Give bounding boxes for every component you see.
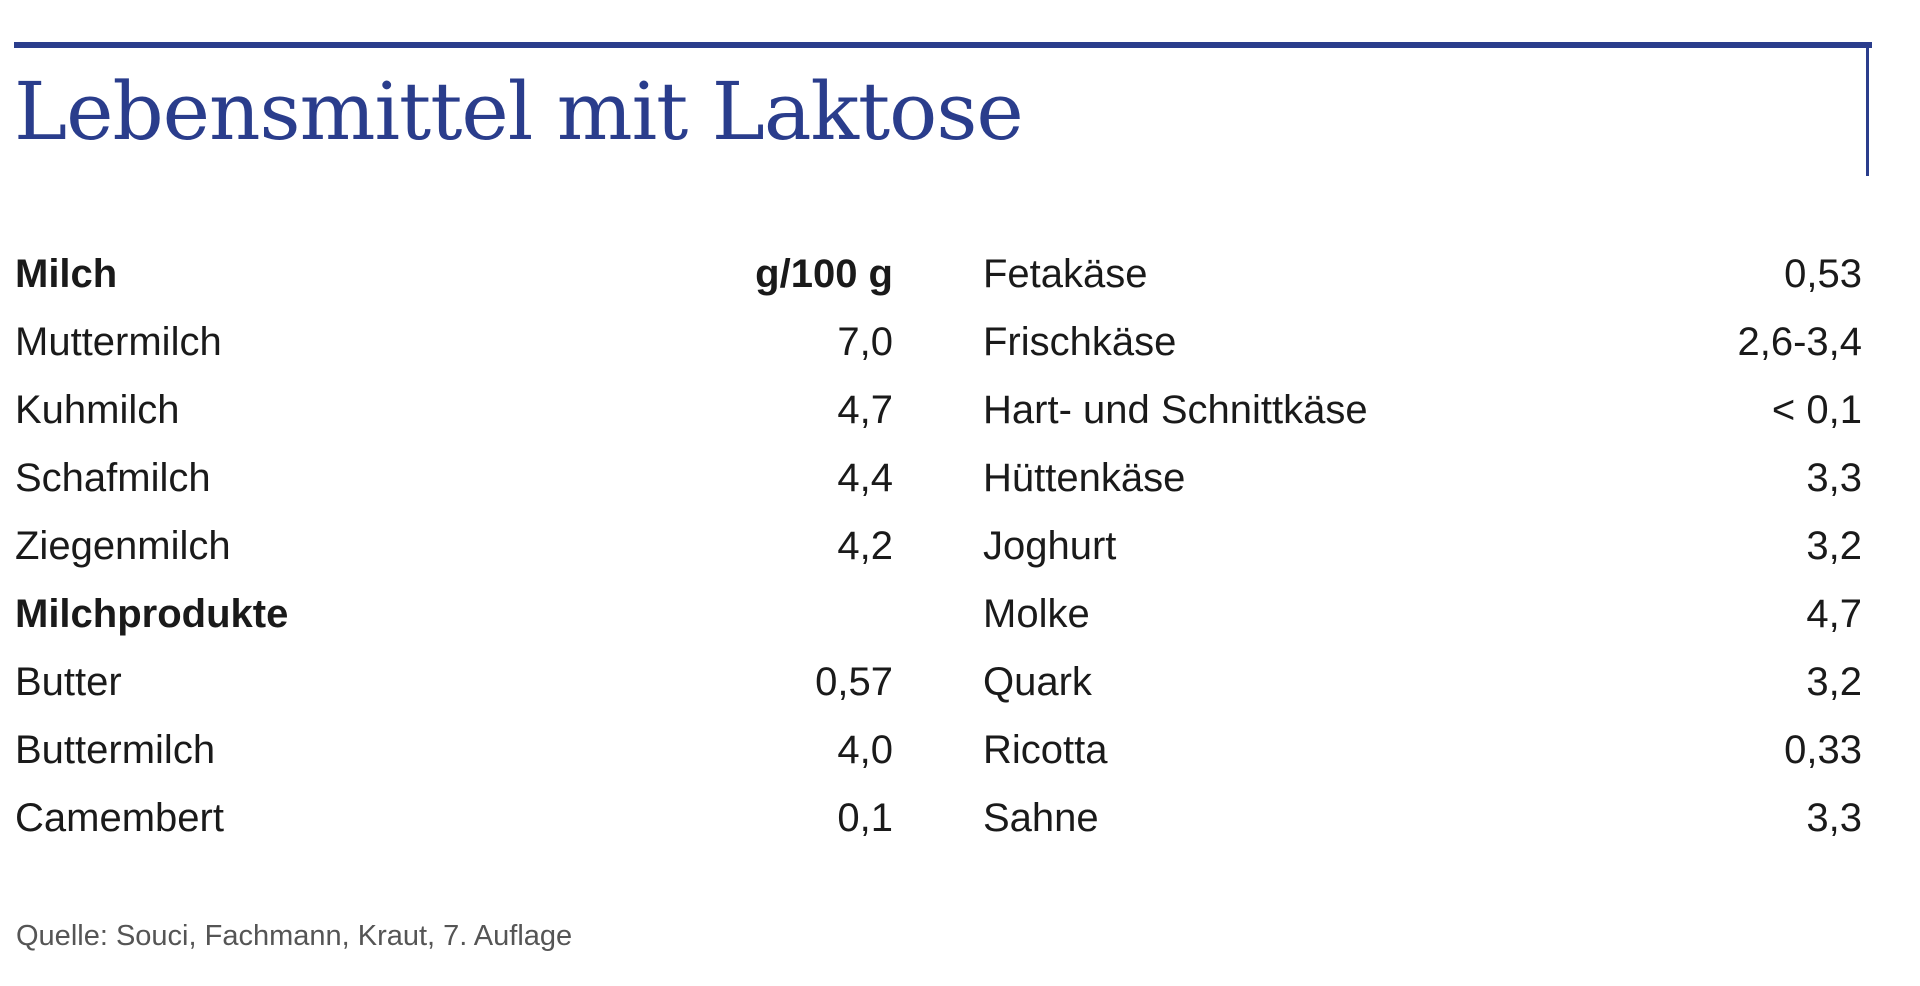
table-row: Ricotta 0,33 (983, 716, 1862, 784)
lactose-value: g/100 g (755, 252, 893, 296)
table-row: Schafmilch 4,4 (15, 444, 893, 512)
food-name: Ricotta (983, 728, 1108, 772)
right-column: Fetakäse 0,53 Frischkäse 2,6-3,4 Hart- und S… (983, 240, 1862, 852)
lactose-value: 2,6-3,4 (1737, 320, 1862, 364)
source-note: Quelle: Souci, Fachmann, Kraut, 7. Aufla… (16, 920, 573, 952)
food-name: Butter (15, 660, 122, 704)
lactose-value: 0,53 (1784, 252, 1862, 296)
lactose-value: 4,4 (837, 456, 893, 500)
table-row: Hüttenkäse 3,3 (983, 444, 1862, 512)
top-rule (14, 42, 1872, 48)
food-name: Milchprodukte (15, 592, 289, 636)
food-name: Schafmilch (15, 456, 211, 500)
food-name: Muttermilch (15, 320, 222, 364)
table-row: Ziegenmilch 4,2 (15, 512, 893, 580)
food-name: Milch (15, 252, 118, 296)
side-rule (1866, 42, 1869, 176)
lactose-value: 0,57 (815, 660, 893, 704)
lactose-value: 4,0 (837, 728, 893, 772)
food-name: Joghurt (983, 524, 1117, 568)
table-section-header: Milch g/100 g (15, 240, 893, 308)
food-name: Sahne (983, 796, 1099, 840)
table-row: Camembert 0,1 (15, 784, 893, 852)
lactose-value: 7,0 (837, 320, 893, 364)
food-name: Hart- und Schnittkäse (983, 388, 1368, 432)
food-name: Molke (983, 592, 1090, 636)
food-name: Frischkäse (983, 320, 1177, 364)
lactose-value: 4,2 (837, 524, 893, 568)
table-row: Molke 4,7 (983, 580, 1862, 648)
lactose-value: 4,7 (837, 388, 893, 432)
food-name: Kuhmilch (15, 388, 180, 432)
lactose-value: 0,1 (837, 796, 893, 840)
food-name: Buttermilch (15, 728, 216, 772)
left-column: Milch g/100 g Muttermilch 7,0 Kuhmilch 4,7 Sch… (15, 240, 893, 852)
food-name: Quark (983, 660, 1092, 704)
table-row: Muttermilch 7,0 (15, 308, 893, 376)
lactose-value: 3,2 (1806, 524, 1862, 568)
table-section-header: Milchprodukte (15, 580, 893, 648)
table-row: Buttermilch 4,0 (15, 716, 893, 784)
food-name: Camembert (15, 796, 224, 840)
table-row: Frischkäse 2,6-3,4 (983, 308, 1862, 376)
food-name: Ziegenmilch (15, 524, 231, 568)
table-row: Fetakäse 0,53 (983, 240, 1862, 308)
table-row: Joghurt 3,2 (983, 512, 1862, 580)
lactose-value: 3,3 (1806, 456, 1862, 500)
lactose-value: 4,7 (1806, 592, 1862, 636)
table-row: Kuhmilch 4,7 (15, 376, 893, 444)
table-row: Butter 0,57 (15, 648, 893, 716)
lactose-value: < 0,1 (1771, 388, 1862, 432)
table-row: Hart- und Schnittkäse < 0,1 (983, 376, 1862, 444)
food-name: Hüttenkäse (983, 456, 1186, 500)
food-name: Fetakäse (983, 252, 1148, 296)
table-row: Quark 3,2 (983, 648, 1862, 716)
lactose-value: 3,2 (1806, 660, 1862, 704)
table-row: Sahne 3,3 (983, 784, 1862, 852)
page-title: Lebensmittel mit Laktose (14, 65, 1024, 158)
lactose-value: 0,33 (1784, 728, 1862, 772)
lactose-value: 3,3 (1806, 796, 1862, 840)
